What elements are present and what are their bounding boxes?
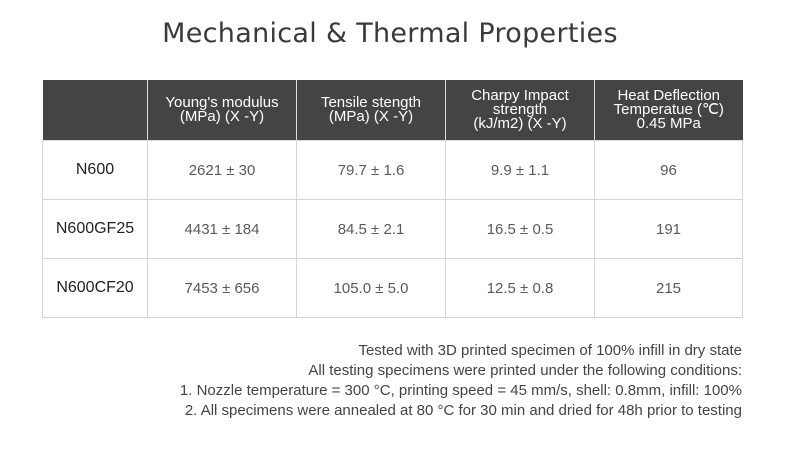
header-charpy-impact: Charpy Impact strength (kJ/m2) (X -Y)	[445, 80, 595, 141]
row-name: N600	[42, 140, 148, 200]
note-line: 1. Nozzle temperature = 300 °C, printing…	[179, 382, 742, 399]
table-row: N600CF20 7453 ± 656 105.0 ± 5.0 12.5 ± 0…	[42, 258, 743, 318]
note-line: All testing specimens were printed under…	[308, 362, 742, 379]
table-cell: 96	[594, 140, 743, 200]
table-cell: 16.5 ± 0.5	[445, 199, 595, 259]
table-cell: 105.0 ± 5.0	[296, 258, 446, 318]
table-row: N600GF25 4431 ± 184 84.5 ± 2.1 16.5 ± 0.…	[42, 199, 743, 259]
table-cell: 4431 ± 184	[147, 199, 297, 259]
table-cell: 79.7 ± 1.6	[296, 140, 446, 200]
table-cell: 84.5 ± 2.1	[296, 199, 446, 259]
table-cell: 9.9 ± 1.1	[445, 140, 595, 200]
row-name: N600CF20	[42, 258, 148, 318]
header-corner	[42, 80, 148, 141]
table-header-row: Young's modulus (MPa) (X -Y) Tensile ste…	[42, 80, 743, 141]
header-tensile-strength: Tensile stength (MPa) (X -Y)	[296, 80, 446, 141]
table-cell: 215	[594, 258, 743, 318]
note-line: Tested with 3D printed specimen of 100% …	[358, 342, 742, 359]
table-cell: 7453 ± 656	[147, 258, 297, 318]
table-cell: 2621 ± 30	[147, 140, 297, 200]
table-cell: 191	[594, 199, 743, 259]
table-row: N600 2621 ± 30 79.7 ± 1.6 9.9 ± 1.1 96	[42, 140, 743, 200]
table-cell: 12.5 ± 0.8	[445, 258, 595, 318]
page-title: Mechanical & Thermal Properties	[162, 18, 618, 49]
header-heat-deflection: Heat Deflection Temperatue (℃) 0.45 MPa	[594, 80, 743, 141]
header-youngs-modulus: Young's modulus (MPa) (X -Y)	[147, 80, 297, 141]
row-name: N600GF25	[42, 199, 148, 259]
note-line: 2. All specimens were annealed at 80 °C …	[184, 402, 742, 419]
properties-table: Young's modulus (MPa) (X -Y) Tensile ste…	[42, 80, 743, 318]
test-notes: Tested with 3D printed specimen of 100% …	[180, 341, 742, 421]
